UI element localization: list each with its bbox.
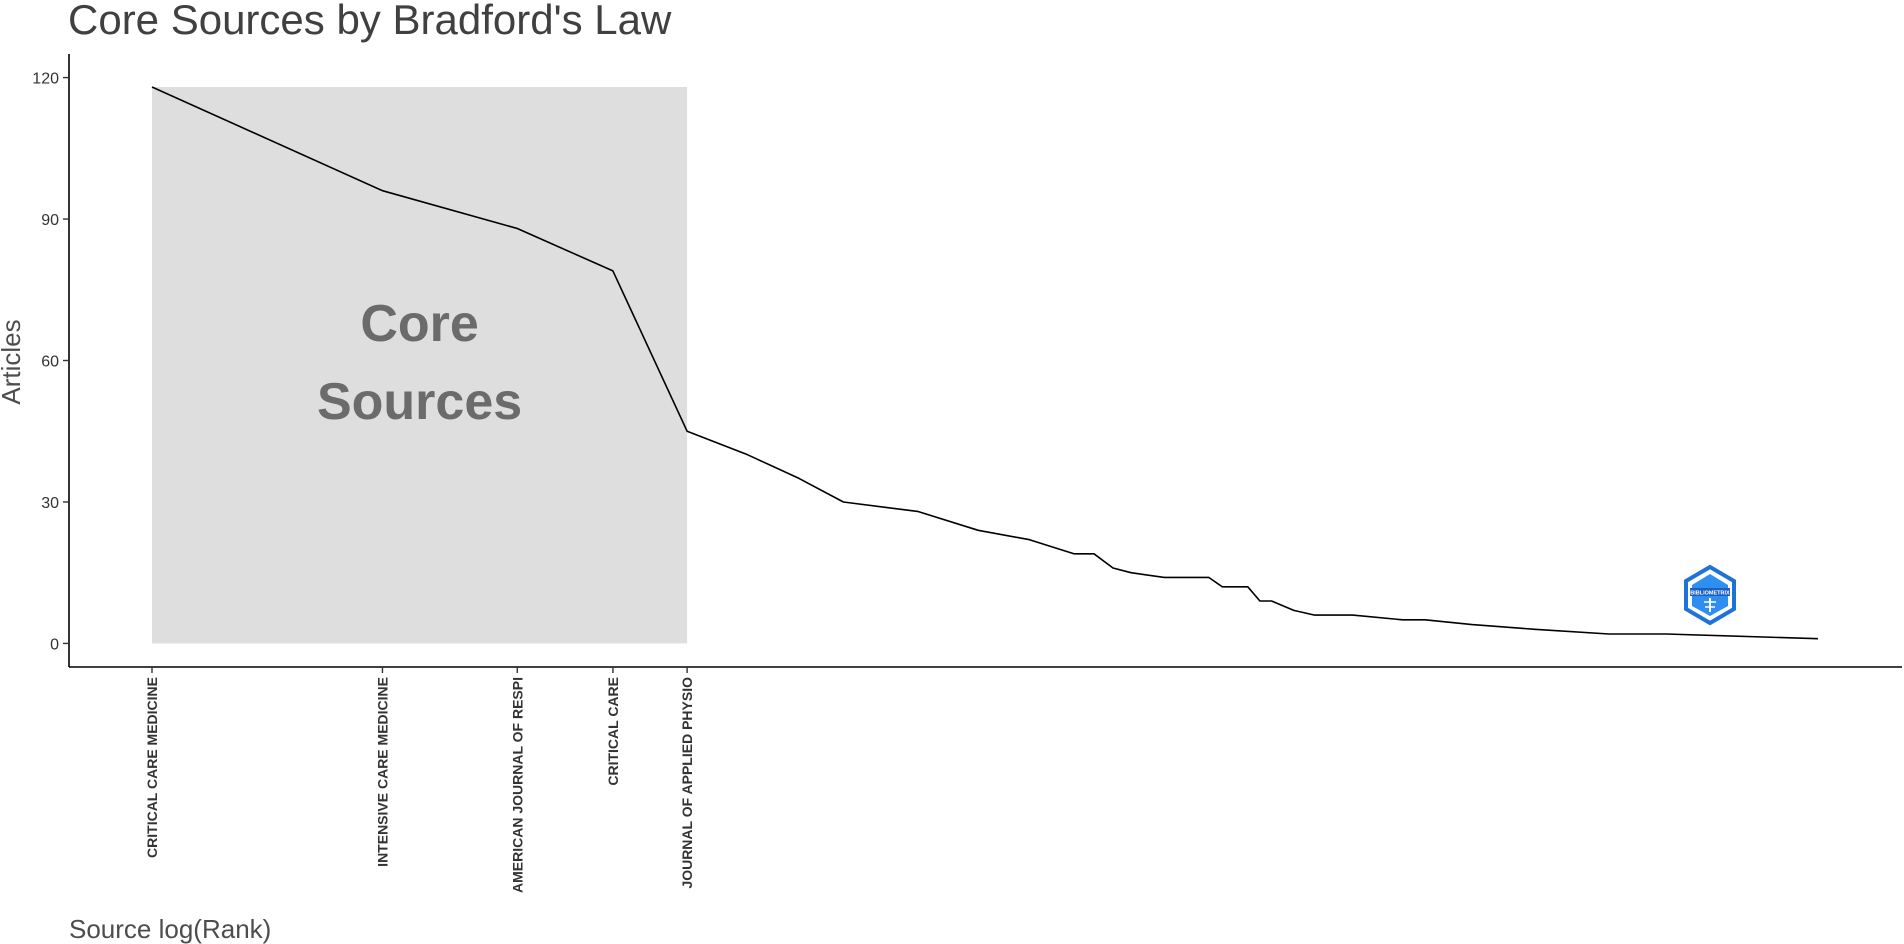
y-ticks: 0 30 60 90 120 — [32, 71, 69, 653]
x-tick-label: CRITICAL CARE MEDICINE — [144, 677, 160, 858]
y-tick-label: 0 — [50, 636, 59, 653]
x-tick-label: INTENSIVE CARE MEDICINE — [374, 677, 390, 867]
x-axis-title: Source log(Rank) — [69, 914, 271, 944]
y-axis-title: Articles — [0, 319, 26, 404]
bibliometrix-logo-icon: BIBLIOMETRIX — [1684, 564, 1736, 626]
core-sources-label-line2: Sources — [317, 373, 522, 431]
y-tick-label: 90 — [41, 212, 59, 229]
x-ticks: CRITICAL CARE MEDICINE INTENSIVE CARE MED… — [144, 667, 695, 893]
y-tick-label: 120 — [32, 71, 59, 88]
chart-title: Core Sources by Bradford's Law — [68, 0, 672, 43]
series-line — [151, 86, 1819, 640]
x-tick-label: AMERICAN JOURNAL OF RESPI — [509, 677, 525, 893]
core-sources-zone — [152, 87, 688, 644]
x-tick-label: CRITICAL CARE — [605, 677, 621, 786]
x-tick-label: JOURNAL OF APPLIED PHYSIO — [679, 677, 695, 889]
logo-text: BIBLIOMETRIX — [1690, 591, 1730, 597]
core-sources-label-line1: Core — [360, 295, 478, 353]
y-tick-label: 60 — [41, 354, 59, 371]
logo-banner — [1690, 588, 1730, 596]
y-tick-label: 30 — [41, 495, 59, 512]
